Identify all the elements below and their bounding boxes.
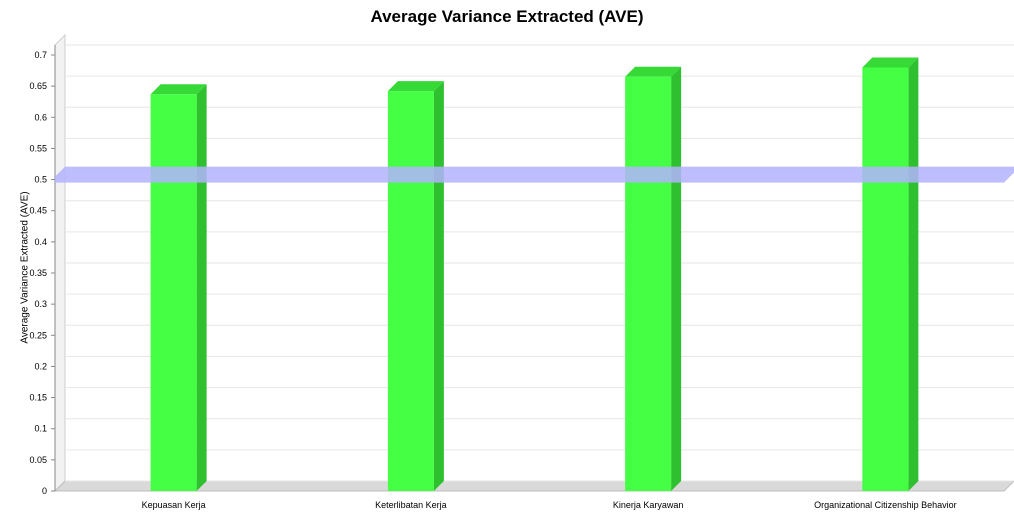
bar-top [625, 66, 682, 77]
bar [387, 91, 434, 491]
y-tick-label: 0 [42, 486, 47, 496]
chart-title: Average Variance Extracted (AVE) [370, 7, 644, 26]
x-tick-label: Kinerja Karyawan [613, 500, 684, 510]
bar-top [387, 81, 444, 92]
y-tick-label: 0.6 [34, 112, 47, 122]
bar [862, 67, 909, 491]
floor [53, 480, 1014, 492]
y-tick-label: 0.45 [29, 206, 47, 216]
y-tick-label: 0.65 [29, 81, 47, 91]
y-tick-label: 0.5 [34, 175, 47, 185]
y-tick-label: 0.55 [29, 143, 47, 153]
bar-side [908, 57, 919, 491]
bar [625, 76, 672, 492]
bar-side [196, 84, 207, 492]
y-tick-label: 0.4 [34, 237, 47, 247]
bar-side [433, 81, 444, 491]
y-tick-label: 0.35 [29, 268, 47, 278]
left-wall [54, 33, 66, 493]
bar [150, 94, 197, 492]
y-tick-label: 0.2 [34, 361, 47, 371]
x-tick-label: Organizational Citizenship Behavior [814, 500, 957, 510]
y-tick-label: 0.3 [34, 299, 47, 309]
x-tick-label: Keterlibatan Kerja [375, 500, 447, 510]
bar-side [671, 66, 682, 492]
y-tick-label: 0.7 [34, 50, 47, 60]
x-tick-label: Kepuasan Kerja [142, 500, 206, 510]
bar-top [862, 57, 919, 68]
bar-top [150, 84, 207, 95]
y-tick-label: 0.05 [29, 455, 47, 465]
y-tick-label: 0.25 [29, 330, 47, 340]
reference-line [55, 166, 1014, 183]
y-tick-label: 0.1 [34, 424, 47, 434]
y-tick-label: 0.15 [29, 393, 47, 403]
